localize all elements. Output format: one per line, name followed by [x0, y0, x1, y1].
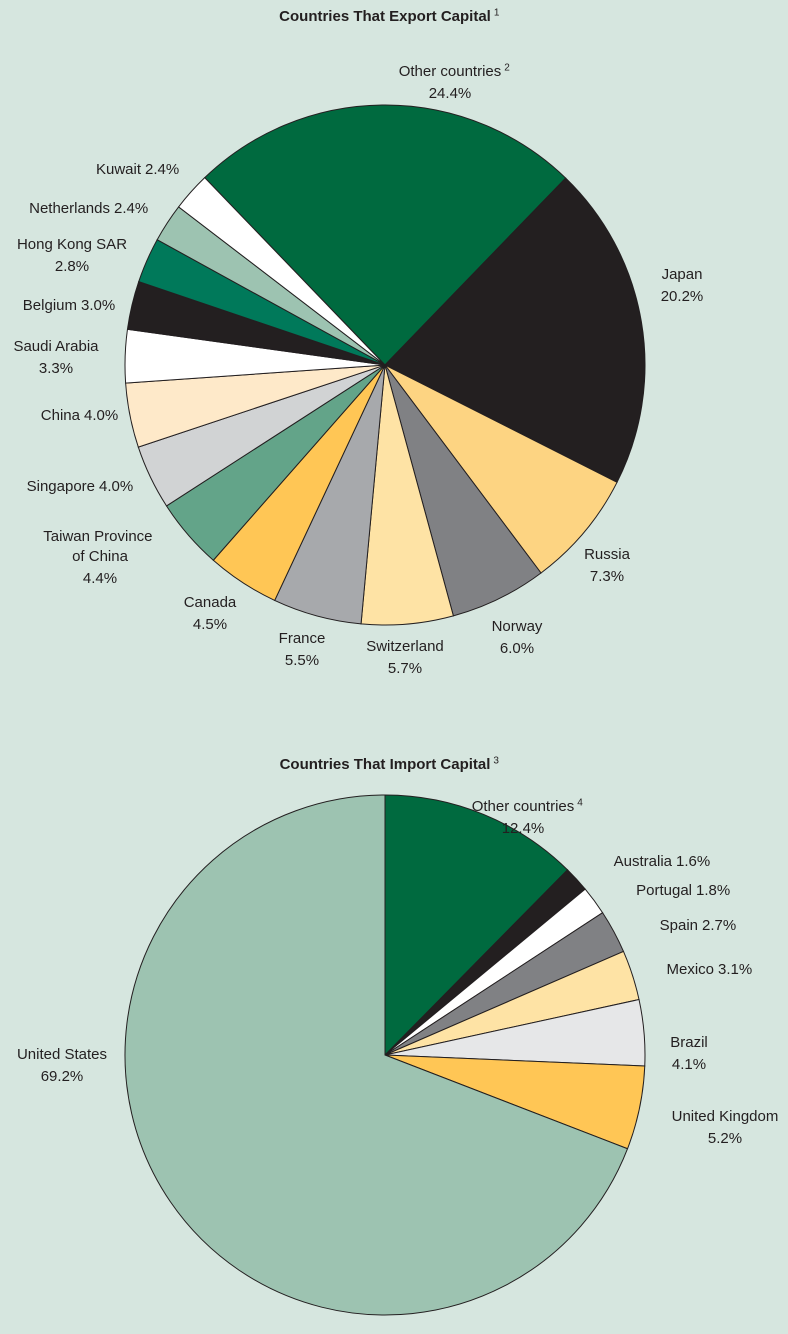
value-label: 5.2% — [708, 1130, 742, 1147]
slice-label: Australia — [614, 853, 673, 870]
slice-label: Singapore — [27, 478, 95, 495]
value-label: 4.0% — [84, 407, 118, 424]
value-label: 2.4% — [114, 200, 148, 217]
pie-slice — [384, 364, 618, 574]
slice-label: Hong Kong SAR — [17, 236, 127, 253]
pie-slice — [384, 794, 569, 1057]
value-label: 20.2% — [661, 288, 704, 305]
footnote-mark: 2 — [504, 63, 510, 74]
slice-label: Russia — [584, 546, 631, 563]
slice-label: Japan — [662, 266, 703, 283]
value-label: 69.2% — [41, 1068, 84, 1085]
slice-label: United Kingdom — [672, 1108, 779, 1125]
slice-label: Saudi Arabia — [13, 338, 99, 355]
slice-label: France — [279, 630, 326, 647]
footnote-mark: 4 — [577, 798, 583, 809]
value-label: 6.0% — [500, 640, 534, 657]
chart-title: Countries That Import Capital — [280, 756, 491, 773]
slice-label: Other countries — [472, 798, 575, 815]
value-label: 4.0% — [99, 478, 133, 495]
value-label: 2.4% — [145, 161, 179, 178]
value-label: 4.4% — [83, 570, 117, 587]
slice-label: Spain — [660, 917, 698, 934]
slice-label: Brazil — [670, 1034, 708, 1051]
value-label: 3.0% — [81, 297, 115, 314]
value-label: 3.1% — [718, 961, 752, 978]
pie-slice — [204, 104, 567, 366]
slice-label: Belgium — [23, 297, 77, 314]
slice-label: Switzerland — [366, 638, 444, 655]
slice-label: Mexico — [666, 961, 714, 978]
value-label: 7.3% — [590, 568, 624, 585]
slice-label: Norway — [492, 618, 543, 635]
footnote-mark: 1 — [494, 8, 500, 19]
slice-label: United States — [17, 1046, 107, 1063]
slice-label: China — [41, 407, 81, 424]
slice-label: Kuwait — [96, 161, 142, 178]
value-label: 1.8% — [696, 882, 730, 899]
value-label: 4.1% — [672, 1056, 706, 1073]
slice-label: Netherlands — [29, 200, 110, 217]
slice-label: Canada — [184, 594, 237, 611]
footnote-mark: 3 — [493, 756, 499, 767]
chart-title: Countries That Export Capital — [279, 8, 491, 25]
slice-label: Taiwan Province of China — [43, 528, 156, 565]
value-label: 1.6% — [676, 853, 710, 870]
value-label: 3.3% — [39, 360, 73, 377]
value-label: 5.7% — [388, 660, 422, 677]
value-label: 5.5% — [285, 652, 319, 669]
pie-slice — [384, 177, 646, 483]
value-label: 24.4% — [429, 85, 472, 102]
label-line: Taiwan Province — [43, 528, 156, 545]
value-label: 4.5% — [193, 616, 227, 633]
pie-slice — [124, 794, 629, 1316]
slice-label: Other countries — [399, 63, 502, 80]
value-label: 2.8% — [55, 258, 89, 275]
value-label: 12.4% — [502, 820, 545, 837]
value-label: 2.7% — [702, 917, 736, 934]
slice-label: Portugal — [636, 882, 692, 899]
pie-slice — [177, 176, 386, 366]
label-line: of China — [72, 548, 129, 565]
